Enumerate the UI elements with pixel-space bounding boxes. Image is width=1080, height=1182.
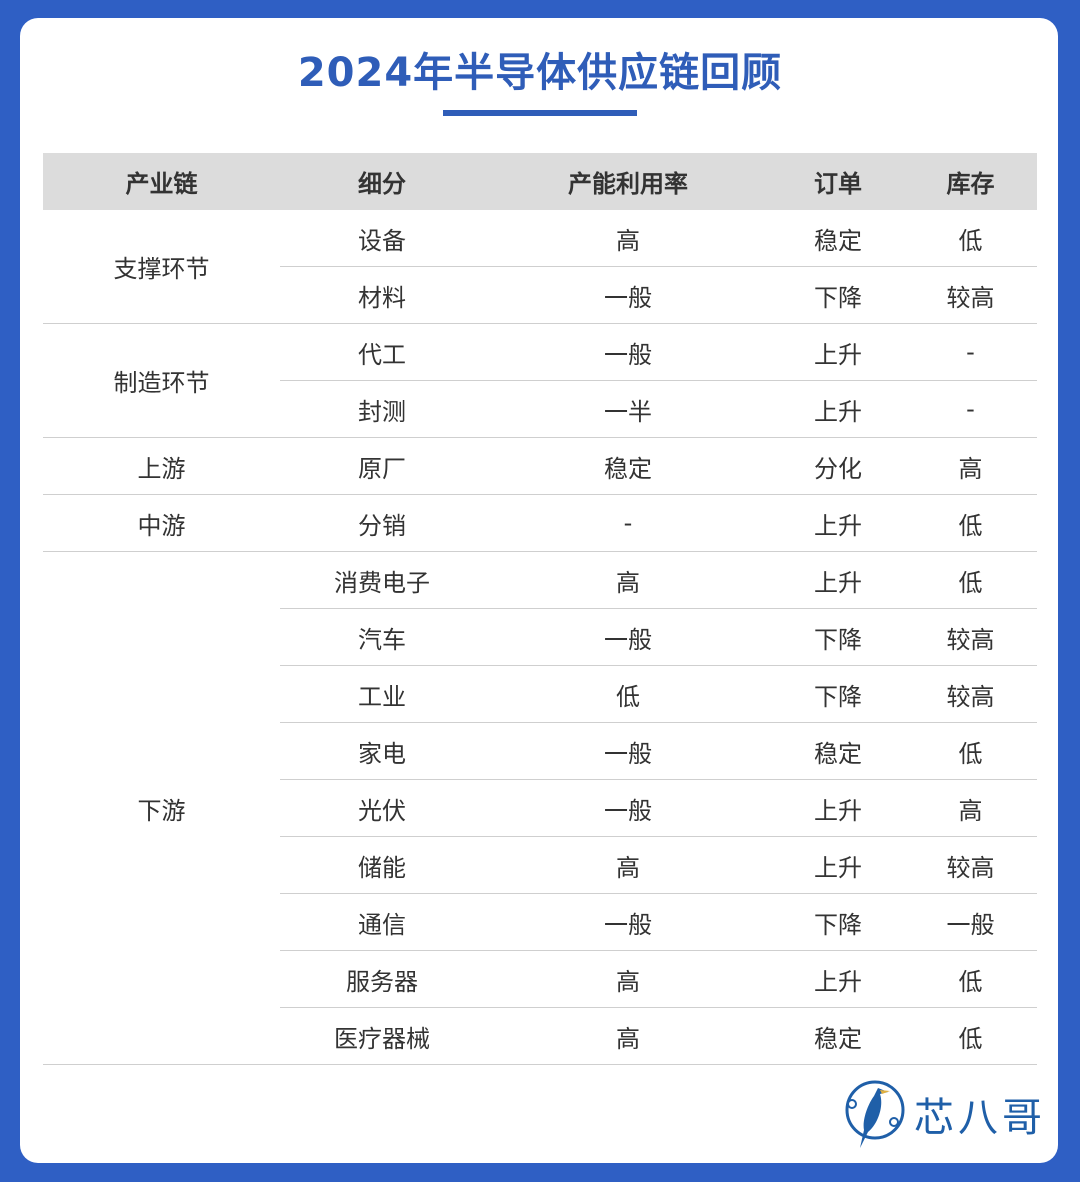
utilization-cell: 高	[484, 836, 772, 894]
orders-cell: 上升	[772, 551, 904, 609]
orders-cell: 下降	[772, 665, 904, 723]
table-header-row: 产业链 细分 产能利用率 订单 库存	[43, 153, 1037, 210]
table-row: 制造环节 代工 一般 上升 -	[43, 323, 1037, 438]
title-underline	[443, 110, 637, 116]
utilization-cell: 低	[484, 665, 772, 723]
segment-cell: 原厂	[280, 437, 484, 495]
segment-cell: 储能	[280, 836, 484, 894]
table-row: 家电 一般 稳定低	[43, 722, 1037, 780]
orders-cell: 稳定	[772, 722, 904, 780]
header-cell: 库存	[904, 153, 1037, 210]
utilization-cell: 一般	[484, 608, 772, 666]
orders-cell: 上升	[772, 779, 904, 837]
inventory-cell: 低	[904, 210, 1037, 267]
table-row: 工业低下降 较高	[43, 665, 1037, 723]
utilization-cell: 一般	[484, 323, 772, 381]
inventory-cell: 高	[904, 779, 1037, 837]
segment-cell: 材料	[280, 266, 484, 324]
orders-cell: 下降	[772, 893, 904, 951]
orders-cell: 下降	[772, 608, 904, 666]
segment-cell: 光伏	[280, 779, 484, 837]
table-row: 汽车 一般 下降 较高	[43, 608, 1037, 666]
inventory-cell: -	[904, 323, 1037, 381]
inventory-cell: 高	[904, 437, 1037, 495]
header-cell: 产能利用率	[484, 153, 772, 210]
orders-cell: 上升	[772, 494, 904, 552]
segment-cell: 分销	[280, 494, 484, 552]
utilization-cell: 稳定	[484, 437, 772, 495]
utilization-cell: 一般	[484, 266, 772, 324]
inventory-cell: 低	[904, 1007, 1037, 1065]
inventory-cell: 较高	[904, 665, 1037, 723]
segment-cell: 设备	[280, 210, 484, 267]
inventory-cell: 低	[904, 950, 1037, 1008]
orders-cell: 上升	[772, 380, 904, 438]
page-title: 2024年半导体供应链回顾	[297, 50, 783, 96]
orders-cell: 上升	[772, 950, 904, 1008]
inventory-cell: 较高	[904, 608, 1037, 666]
segment-cell: 工业	[280, 665, 484, 723]
utilization-cell: 高	[484, 551, 772, 609]
chain-cell: 下游	[43, 551, 280, 1065]
utilization-cell: 高	[484, 1007, 772, 1065]
brand-logo: 芯八哥	[842, 1076, 1046, 1152]
segment-cell: 汽车	[280, 608, 484, 666]
table-row: 封测 一半 上升 -	[43, 380, 1037, 438]
utilization-cell: 一半	[484, 380, 772, 438]
inventory-cell: 低	[904, 722, 1037, 780]
utilization-cell: 高	[484, 950, 772, 1008]
table-row: 支撑环节 设备高稳定低	[43, 210, 1037, 324]
table-row: 上游 原厂 稳定 分化高	[43, 437, 1037, 495]
inventory-cell: 低	[904, 494, 1037, 552]
segment-cell: 服务器	[280, 950, 484, 1008]
utilization-cell: 高	[484, 210, 772, 267]
inventory-cell: -	[904, 380, 1037, 438]
inventory-cell: 较高	[904, 266, 1037, 324]
header-cell: 产业链	[43, 153, 280, 210]
chain-cell: 制造环节	[43, 323, 280, 438]
segment-cell: 消费电子	[280, 551, 484, 609]
chain-cell: 中游	[43, 494, 280, 552]
utilization-cell: 一般	[484, 722, 772, 780]
inventory-cell: 较高	[904, 836, 1037, 894]
table-row: 下游 消费电子高上升低	[43, 551, 1037, 1065]
chain-cell: 上游	[43, 437, 280, 495]
bird-logo-icon	[845, 1080, 905, 1148]
table-row: 储能高上升 较高	[43, 836, 1037, 894]
segment-cell: 代工	[280, 323, 484, 381]
chain-cell: 支撑环节	[43, 210, 280, 324]
header-cell: 订单	[772, 153, 904, 210]
table-row: 中游 分销 - 上升低	[43, 494, 1037, 552]
segment-cell: 封测	[280, 380, 484, 438]
segment-cell: 通信	[280, 893, 484, 951]
orders-cell: 上升	[772, 836, 904, 894]
orders-cell: 分化	[772, 437, 904, 495]
orders-cell: 稳定	[772, 1007, 904, 1065]
supply-chain-table: 产业链 细分 产能利用率 订单 库存 支撑环节 设备高稳定低材料 一般 下降 较高 制造环…	[43, 153, 1037, 1065]
table-row: 服务器高上升低	[43, 950, 1037, 1008]
logo-text: 芯八哥	[914, 1095, 1046, 1141]
utilization-cell: 一般	[484, 779, 772, 837]
segment-cell: 家电	[280, 722, 484, 780]
table-row: 通信 一般 下降 一般	[43, 893, 1037, 951]
orders-cell: 上升	[772, 323, 904, 381]
header-cell: 细分	[280, 153, 484, 210]
utilization-cell: -	[484, 494, 772, 552]
table-row: 医疗器械高稳定低	[43, 1007, 1037, 1065]
orders-cell: 下降	[772, 266, 904, 324]
table-row: 光伏 一般 上升高	[43, 779, 1037, 837]
table-row: 材料 一般 下降 较高	[43, 266, 1037, 324]
inventory-cell: 低	[904, 551, 1037, 609]
utilization-cell: 一般	[484, 893, 772, 951]
inventory-cell: 一般	[904, 893, 1037, 951]
segment-cell: 医疗器械	[280, 1007, 484, 1065]
orders-cell: 稳定	[772, 210, 904, 267]
